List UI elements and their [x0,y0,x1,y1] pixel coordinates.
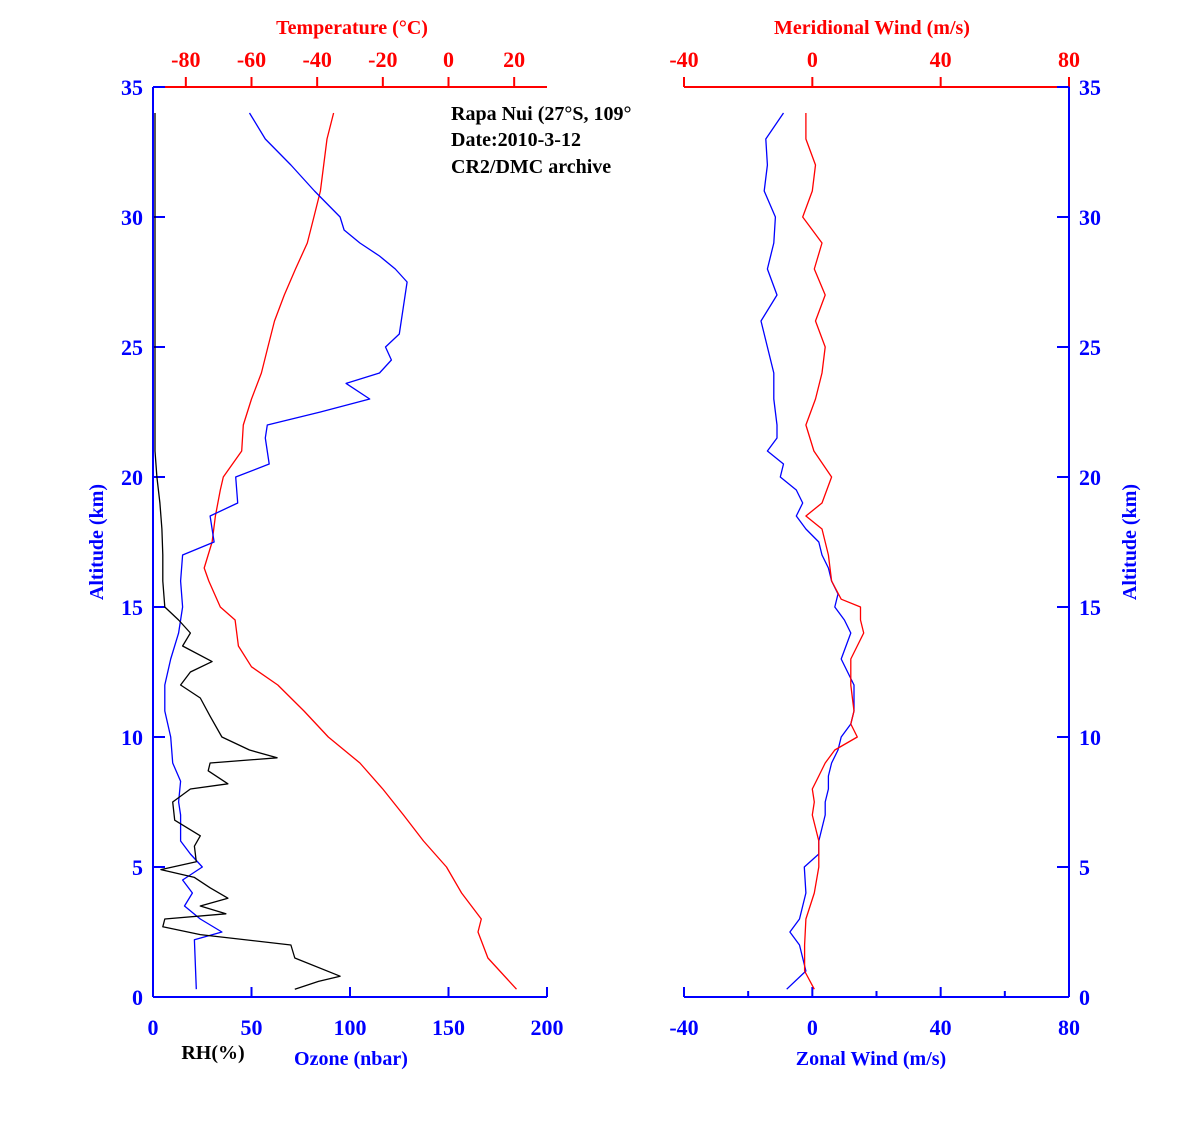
altitude-axis-label: Altitude (km) [86,484,108,600]
altitude-tick-label: 15 [1079,595,1101,620]
annotation-date: Date:2010-3-12 [451,129,581,151]
altitude-tick-label: 0 [132,985,143,1010]
altitude-tick-label: 25 [121,335,143,360]
bottom-tick-label: 0 [148,1015,159,1040]
bottom-tick-label: -40 [669,1015,698,1040]
bottom-tick-label: 50 [241,1015,263,1040]
ozone-axis-label: Ozone (nbar) [294,1048,408,1070]
rh-profile-line [154,113,341,990]
top-tick-label: -60 [237,47,266,72]
top-tick-label: 80 [1058,47,1080,72]
temperature-profile-line [203,112,517,990]
top-tick-label: 0 [443,47,454,72]
altitude-tick-label: 10 [1079,725,1101,750]
bottom-tick-label: 200 [531,1015,564,1040]
bottom-tick-label: 100 [334,1015,367,1040]
altitude-tick-label: 20 [1079,465,1101,490]
altitude-tick-label: 5 [132,855,143,880]
right-panel: -40 0 40 80 -40 0 40 80 0 5 10 15 20 25 30 35 Altitude (… [669,17,1141,1070]
altitude-tick-label: 10 [121,725,143,750]
altitude-tick-label: 30 [121,205,143,230]
top-tick-label: -40 [669,47,698,72]
left-panel: 0 50 100 150 200-80 -60 -40 -20 0 200510152025303… [86,17,564,1070]
top-tick-label: 40 [930,47,952,72]
altitude-tick-label: 30 [1079,205,1101,230]
altitude-tick-label: 15 [121,595,143,620]
altitude-tick-label: 20 [121,465,143,490]
altitude-tick-label: 35 [121,75,143,100]
temperature-axis-label: Temperature (°C) [276,17,428,39]
altitude-tick-label: 25 [1079,335,1101,360]
annotation-station: Rapa Nui (27°S, 109° [451,103,631,125]
meridional-wind-axis-label: Meridional Wind (m/s) [774,17,970,39]
altitude-tick-label: 35 [1079,75,1101,100]
annotation-source: CR2/DMC archive [451,156,611,178]
bottom-tick-label: 150 [432,1015,465,1040]
bottom-tick-label: 80 [1058,1015,1080,1040]
altitude-tick-label: 5 [1079,855,1090,880]
top-tick-label: -80 [171,47,200,72]
bottom-tick-label: 0 [807,1015,818,1040]
rh-axis-label: RH(%) [181,1042,244,1064]
altitude-tick-label: 0 [1079,985,1090,1010]
top-tick-label: -40 [303,47,332,72]
zonal-wind-axis-label: Zonal Wind (m/s) [796,1048,946,1070]
top-tick-label: 20 [503,47,525,72]
ozone-profile-line [164,112,408,990]
meridional-wind-profile-line [802,113,865,990]
zonal-wind-profile-line [760,112,855,990]
bottom-tick-label: 40 [930,1015,952,1040]
altitude-axis-label: Altitude (km) [1119,484,1141,600]
top-tick-label: 0 [807,47,818,72]
top-tick-label: -20 [368,47,397,72]
